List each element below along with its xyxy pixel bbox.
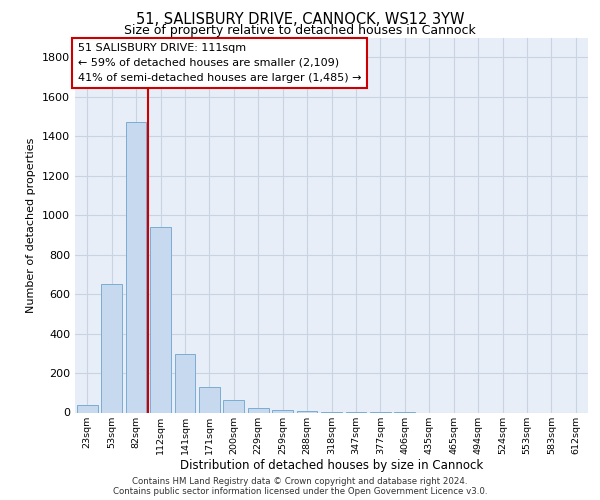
X-axis label: Distribution of detached houses by size in Cannock: Distribution of detached houses by size …	[180, 459, 483, 472]
Bar	[199, 387, 220, 412]
Text: Contains HM Land Registry data © Crown copyright and database right 2024.
Contai: Contains HM Land Registry data © Crown c…	[113, 476, 487, 496]
Text: Size of property relative to detached houses in Cannock: Size of property relative to detached ho…	[124, 24, 476, 37]
Bar	[248, 408, 269, 412]
Text: 51, SALISBURY DRIVE, CANNOCK, WS12 3YW: 51, SALISBURY DRIVE, CANNOCK, WS12 3YW	[136, 12, 464, 27]
Bar	[223, 400, 244, 412]
Bar	[175, 354, 196, 412]
Text: 51 SALISBURY DRIVE: 111sqm
← 59% of detached houses are smaller (2,109)
41% of s: 51 SALISBURY DRIVE: 111sqm ← 59% of deta…	[77, 43, 361, 82]
Bar	[77, 404, 98, 412]
Bar	[150, 227, 171, 412]
Bar	[125, 122, 146, 412]
Bar	[101, 284, 122, 412]
Bar	[296, 411, 317, 412]
Y-axis label: Number of detached properties: Number of detached properties	[26, 138, 37, 312]
Bar	[272, 410, 293, 412]
